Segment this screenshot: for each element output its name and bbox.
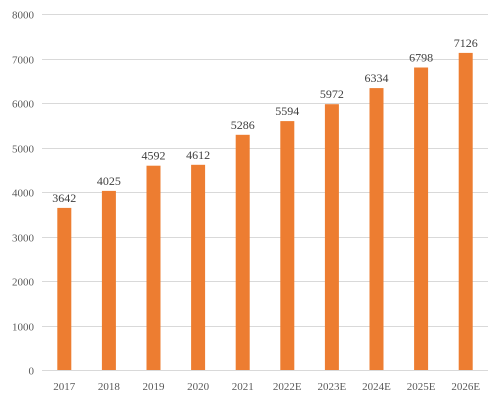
x-tick-label-2025E: 2025E (407, 381, 436, 393)
y-tick-label-1000: 1000 (12, 322, 35, 334)
data-label-2022E: 5594 (275, 104, 299, 118)
x-tick-label-2022E: 2022E (273, 381, 302, 393)
x-axis-tick-labels: 2017 2018 2019 2020 2021 2022E 2023E 2024E 2025E… (53, 381, 480, 393)
bars (57, 52, 473, 371)
data-label-2023E: 5972 (320, 87, 344, 101)
data-label-2018: 4025 (97, 174, 121, 188)
x-tick-label-2019: 2019 (143, 381, 166, 393)
bar-2023E (324, 104, 339, 370)
y-tick-label-2000: 2000 (12, 277, 35, 289)
y-tick-label-4000: 4000 (12, 188, 35, 200)
x-tick-label-2023E: 2023E (318, 381, 347, 393)
data-label-2021: 5286 (231, 118, 255, 132)
bar-2022E (280, 121, 295, 370)
bar-2019 (146, 165, 161, 370)
data-label-2019: 4592 (142, 149, 166, 163)
bar-2020 (191, 164, 206, 370)
y-tick-label-6000: 6000 (12, 99, 35, 111)
data-label-2026E: 7126 (454, 36, 478, 50)
bar-2025E (414, 67, 429, 370)
data-label-2025E: 6798 (409, 51, 433, 65)
x-tick-label-2017: 2017 (53, 381, 76, 393)
bar-2018 (101, 190, 116, 370)
bar-2026E (458, 52, 473, 371)
x-tick-label-2021: 2021 (232, 381, 254, 393)
y-tick-label-3000: 3000 (12, 233, 35, 245)
gridlines (42, 14, 488, 371)
x-tick-label-2018: 2018 (98, 381, 121, 393)
data-label-2024E: 6334 (365, 71, 389, 85)
bar-2021 (235, 134, 250, 370)
bar-2024E (369, 88, 384, 370)
data-label-2017: 3642 (52, 191, 76, 205)
y-tick-label-7000: 7000 (12, 55, 35, 67)
y-tick-label-8000: 8000 (12, 10, 35, 22)
x-tick-label-2020: 2020 (187, 381, 210, 393)
y-tick-label-5000: 5000 (12, 144, 35, 156)
x-tick-label-2026E: 2026E (451, 381, 480, 393)
x-tick-label-2024E: 2024E (362, 381, 391, 393)
data-label-2020: 4612 (186, 148, 210, 162)
y-tick-label-0: 0 (29, 366, 35, 378)
data-labels: 3642 4025 4592 4612 5286 5594 5972 6334 6798 7126 (52, 36, 477, 205)
y-axis-tick-labels: 0 1000 2000 3000 4000 5000 6000 7000 8000 (12, 10, 35, 378)
bar-2017 (57, 207, 72, 370)
